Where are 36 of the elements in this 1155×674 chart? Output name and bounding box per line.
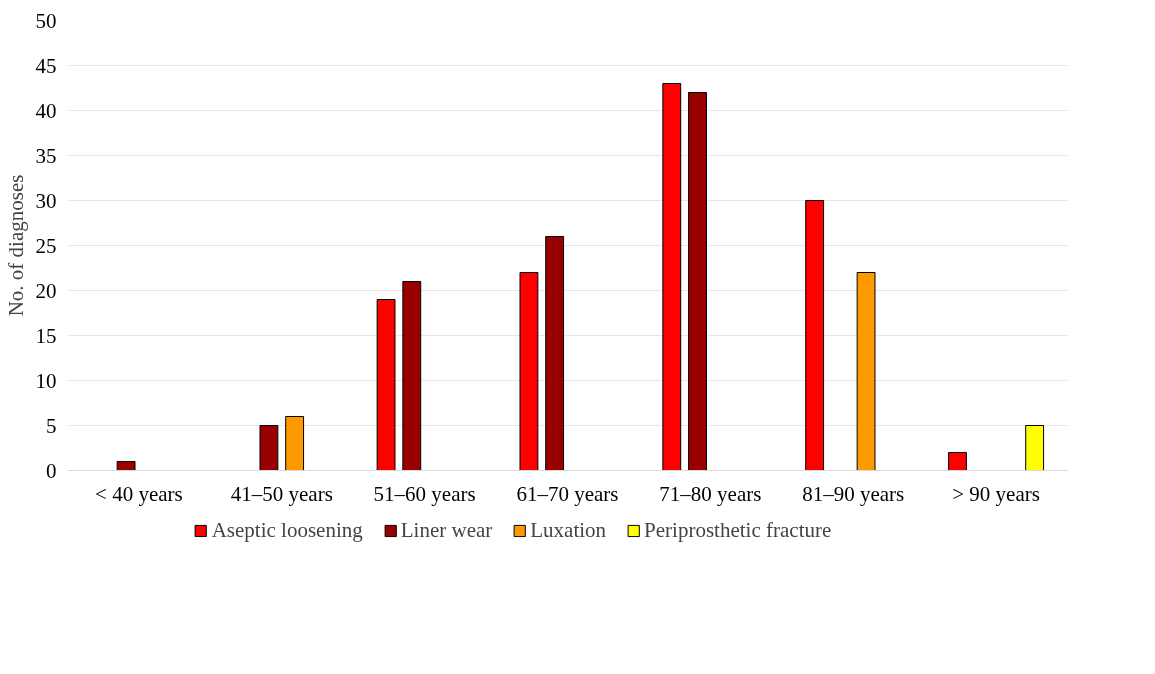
bar xyxy=(662,83,682,471)
y-tick-label: 35 xyxy=(35,143,57,168)
bar xyxy=(688,92,707,471)
legend-label: Aseptic loosening xyxy=(211,517,363,543)
x-tick-label: > 90 years xyxy=(952,481,1040,506)
legend-label: Periprosthetic fracture xyxy=(644,517,832,543)
bar xyxy=(948,452,967,471)
bar xyxy=(116,461,136,471)
y-tick-label: 30 xyxy=(35,188,57,213)
legend-label: Liner wear xyxy=(400,517,493,543)
x-tick-label: 71–80 years xyxy=(659,481,762,506)
x-tick-label: < 40 years xyxy=(95,481,183,506)
y-tick-label: 10 xyxy=(35,368,57,393)
y-tick-label: 40 xyxy=(35,98,57,123)
y-tick-label: 25 xyxy=(35,233,57,258)
bar xyxy=(259,425,279,471)
bar xyxy=(519,272,539,471)
y-tick-label: 15 xyxy=(35,323,57,348)
x-tick-label: 81–90 years xyxy=(802,481,905,506)
y-tick-label: 0 xyxy=(46,458,57,483)
y-tick-label: 45 xyxy=(35,53,57,78)
bar xyxy=(856,272,876,471)
y-tick-label: 50 xyxy=(35,8,57,33)
legend-label: Luxation xyxy=(530,517,607,543)
bar xyxy=(1025,425,1045,471)
bar xyxy=(545,236,565,471)
y-tick-label: 5 xyxy=(46,413,57,438)
x-tick-label: 51–60 years xyxy=(373,481,476,506)
bar xyxy=(376,299,396,471)
x-tick-label: 61–70 years xyxy=(516,481,619,506)
x-tick-label: 41–50 years xyxy=(230,481,333,506)
bar xyxy=(805,200,825,471)
bar xyxy=(402,281,422,471)
y-tick-label: 20 xyxy=(35,278,57,303)
y-axis-title: No. of diagnoses xyxy=(3,174,28,317)
bar xyxy=(285,416,305,471)
